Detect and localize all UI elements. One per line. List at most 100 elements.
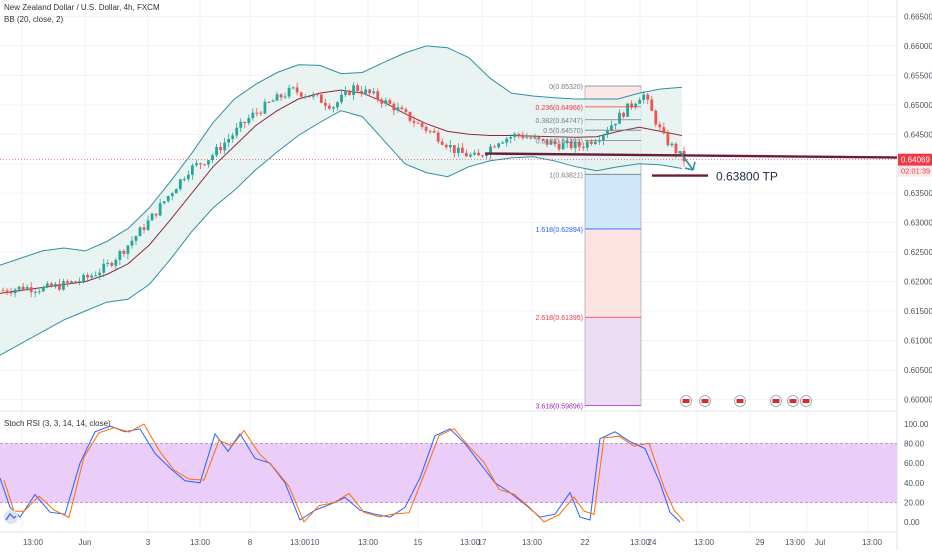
candle-body: [247, 117, 251, 124]
candle-body: [404, 109, 408, 112]
candle-body: [263, 101, 267, 114]
candle-body: [199, 163, 202, 165]
candle-body: [420, 122, 424, 127]
time-axis-label: Jun: [79, 538, 92, 547]
candle-body: [45, 283, 49, 287]
candle-body: [295, 87, 299, 93]
candle-body: [174, 189, 178, 194]
last-price-badge: [898, 153, 932, 166]
candle-body: [465, 152, 468, 157]
candle-body: [142, 227, 146, 230]
candle-body: [533, 137, 537, 139]
candle-body: [646, 94, 650, 100]
candle-body: [182, 178, 186, 180]
countdown-value: 02:01:39: [901, 167, 930, 176]
candle-body: [553, 141, 557, 145]
time-axis-label: 8: [248, 538, 253, 547]
candle-body: [66, 281, 69, 283]
fib-level-label: 0.618(0.64393): [536, 139, 583, 146]
candle-body: [444, 144, 448, 148]
candle-body: [94, 275, 98, 277]
last-price-value: 0.64069: [901, 156, 930, 165]
tp-label: 0.63800 TP: [716, 170, 778, 184]
candle-body: [223, 142, 227, 151]
candle-body: [307, 96, 311, 98]
economic-event-flag-icon: [736, 399, 744, 403]
candle-body: [436, 132, 440, 142]
candle-body: [589, 141, 593, 144]
candle-body: [275, 94, 279, 101]
candle-body: [279, 94, 283, 98]
candle-body: [606, 130, 609, 135]
candle-body: [211, 155, 214, 161]
tp-arrow-head: [684, 161, 696, 171]
rsi-tick-label: 20.00: [904, 498, 925, 507]
candle-body: [432, 130, 436, 133]
candle-body: [469, 154, 472, 157]
stoch-d-line: [3, 423, 685, 523]
fib-level-label: 2.618(0.61395): [536, 315, 583, 322]
candle-body: [271, 100, 275, 102]
candle-body: [392, 103, 396, 111]
candle-body: [25, 287, 29, 291]
candle-body: [323, 102, 327, 106]
candle-body: [344, 90, 347, 95]
candle-body: [243, 121, 247, 124]
candle-body: [166, 196, 170, 202]
time-axis-label: 13:00: [785, 538, 806, 547]
candle-body: [545, 139, 549, 145]
candle-body: [573, 141, 577, 149]
candle-body: [118, 250, 122, 260]
candle-body: [58, 283, 61, 290]
candle-body: [557, 144, 561, 150]
candle-body: [400, 107, 404, 110]
candle-body: [29, 287, 33, 293]
bollinger-band-fill: [0, 45, 682, 356]
time-axis-label: 13:00: [630, 538, 651, 547]
candle-body: [70, 281, 73, 283]
candle-body: [501, 142, 505, 144]
candle-body: [428, 130, 432, 132]
candle-body: [529, 137, 533, 139]
candle-body: [577, 141, 581, 147]
candle-body: [41, 286, 45, 292]
rsi-tick-label: 100.00: [904, 420, 929, 429]
candle-body: [585, 141, 589, 148]
time-axis-label: 13:00: [522, 538, 543, 547]
candle-body: [448, 145, 452, 148]
stoch-rsi-legend: Stoch RSI (3, 3, 14, 14, close): [4, 419, 111, 428]
candle-body: [319, 94, 323, 103]
candle-body: [380, 99, 384, 104]
candle-body: [21, 286, 25, 291]
price-tick-label: 0.65500: [904, 71, 932, 80]
time-axis-label: 10: [311, 538, 320, 547]
symbol-title: New Zealand Dollar / U.S. Dollar, 4h, FX…: [4, 3, 160, 12]
time-axis-label: 17: [478, 538, 487, 547]
candle-body: [62, 281, 65, 290]
candle-body: [336, 102, 339, 108]
candle-body: [162, 201, 166, 204]
candle-body: [662, 127, 666, 134]
candle-body: [186, 174, 190, 179]
candle-body: [259, 112, 263, 114]
economic-event-flag-icon: [802, 399, 810, 403]
price-tick-label: 0.60500: [904, 366, 932, 375]
candle-body: [614, 123, 617, 126]
bollinger-lower-line: [0, 110, 683, 356]
fib-zone-2618-3618: [585, 317, 641, 406]
candle-body: [231, 135, 235, 139]
candle-body: [130, 240, 134, 246]
resistance-trendline: [484, 152, 898, 159]
candle-body: [348, 90, 351, 95]
candle-body: [674, 143, 678, 154]
price-tick-label: 0.66500: [904, 12, 932, 21]
candle-body: [489, 146, 492, 155]
tradingview-logo-icon: [4, 510, 18, 524]
candle-body: [207, 160, 210, 165]
candle-body: [440, 141, 444, 145]
candle-body: [170, 193, 174, 197]
candle-body: [549, 141, 553, 145]
rsi-tick-label: 60.00: [904, 459, 925, 468]
economic-event-flag-icon: [789, 399, 797, 403]
